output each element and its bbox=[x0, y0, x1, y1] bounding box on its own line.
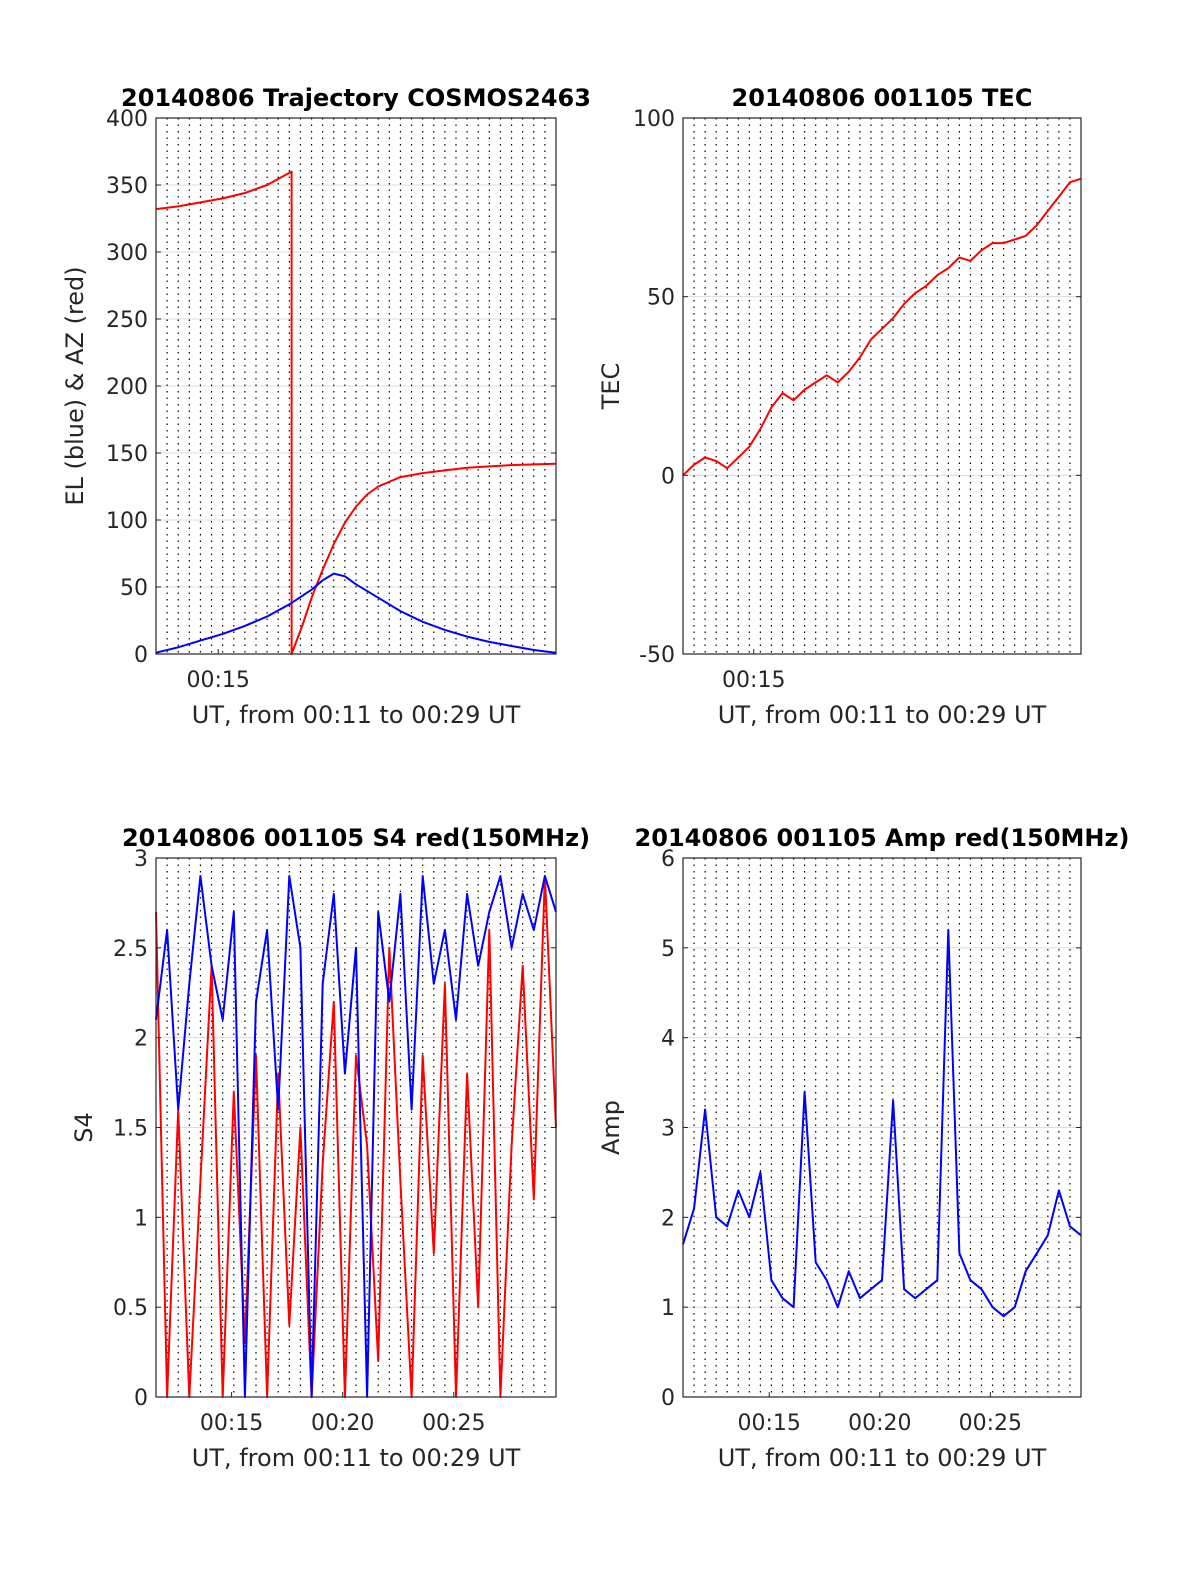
axes-box bbox=[682, 117, 1082, 655]
y-axis-label: S4 bbox=[70, 1112, 98, 1143]
x-tick-label: 00:15 bbox=[722, 668, 785, 693]
chart-title: 20140806 Trajectory COSMOS2463 bbox=[121, 84, 591, 112]
x-tick-label: 00:15 bbox=[200, 1411, 263, 1436]
series-line-1 bbox=[155, 170, 557, 655]
series-line-1 bbox=[682, 177, 1082, 477]
y-tick-label: 50 bbox=[120, 576, 148, 601]
y-tick-label: 300 bbox=[106, 241, 148, 266]
x-tick-label: 00:15 bbox=[187, 668, 250, 693]
y-tick-label: 2 bbox=[134, 1027, 148, 1052]
chart-3: 0 0.5 1 1.5 2 2.5 3 00:15 00:20 00:25 20140806 001… bbox=[70, 824, 590, 1472]
y-tick-label: 400 bbox=[106, 107, 148, 132]
y-tick-label: 1 bbox=[661, 1296, 675, 1321]
y-tick-label: 3 bbox=[661, 1117, 675, 1142]
y-tick-label: 100 bbox=[106, 509, 148, 534]
y-tick-label: 0 bbox=[134, 1386, 148, 1411]
series-line-2 bbox=[155, 875, 557, 1398]
y-tick-label: 150 bbox=[106, 442, 148, 467]
y-axis-label: Amp bbox=[597, 1100, 625, 1155]
series-line-1 bbox=[682, 928, 1082, 1318]
y-axis-label: TEC bbox=[597, 363, 625, 411]
y-tick-label: 4 bbox=[661, 1027, 675, 1052]
y-tick-label: 0 bbox=[661, 1386, 675, 1411]
chart-4: 0 1 2 3 4 5 6 00:15 00:20 00:25 20140806 001105 Am… bbox=[597, 824, 1129, 1472]
y-tick-label: 2.5 bbox=[113, 937, 148, 962]
y-tick-label: 1 bbox=[134, 1206, 148, 1231]
y-tick-label: 1.5 bbox=[113, 1117, 148, 1142]
x-axis-label: UT, from 00:11 to 00:29 UT bbox=[718, 701, 1047, 729]
y-tick-label: 250 bbox=[106, 308, 148, 333]
y-tick-label: 6 bbox=[661, 847, 675, 872]
x-tick-label: 00:25 bbox=[422, 1411, 485, 1436]
y-tick-label: 100 bbox=[633, 107, 675, 132]
y-tick-label: -50 bbox=[639, 643, 675, 668]
series-line-2 bbox=[155, 572, 557, 654]
y-tick-label: 200 bbox=[106, 375, 148, 400]
x-tick-label: 00:15 bbox=[738, 1411, 801, 1436]
y-tick-label: 350 bbox=[106, 174, 148, 199]
chart-1: 0 50 100 150 200 250 300 350 400 00:15 20140806 Tr… bbox=[61, 84, 591, 729]
x-axis-label: UT, from 00:11 to 00:29 UT bbox=[192, 1444, 521, 1472]
y-tick-label: 3 bbox=[134, 847, 148, 872]
y-tick-label: 5 bbox=[661, 937, 675, 962]
y-tick-label: 2 bbox=[661, 1206, 675, 1231]
chart-2: -50 0 50 100 00:15 20140806 001105 TEC UT, fro… bbox=[597, 84, 1082, 729]
y-tick-label: 0.5 bbox=[113, 1296, 148, 1321]
y-tick-label: 0 bbox=[134, 643, 148, 668]
chart-title: 20140806 001105 TEC bbox=[732, 84, 1033, 112]
y-tick-label: 0 bbox=[661, 464, 675, 489]
y-tick-label: 50 bbox=[647, 286, 675, 311]
x-tick-label: 00:20 bbox=[848, 1411, 911, 1436]
chart-title: 20140806 001105 Amp red(150MHz) bbox=[635, 824, 1130, 852]
x-axis-label: UT, from 00:11 to 00:29 UT bbox=[718, 1444, 1047, 1472]
x-tick-label: 00:25 bbox=[959, 1411, 1022, 1436]
x-tick-label: 00:20 bbox=[311, 1411, 374, 1436]
x-axis-label: UT, from 00:11 to 00:29 UT bbox=[192, 701, 521, 729]
y-axis-label: EL (blue) & AZ (red) bbox=[61, 266, 89, 505]
chart-title: 20140806 001105 S4 red(150MHz) bbox=[122, 824, 590, 852]
